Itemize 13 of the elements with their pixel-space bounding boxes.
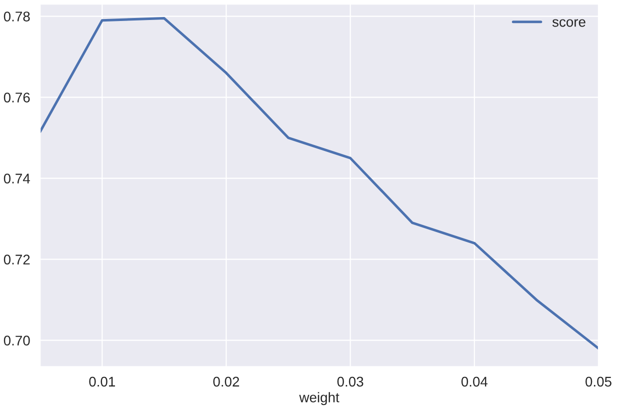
x-axis-title: weight — [299, 392, 340, 406]
x-tick-label: 0.01 — [89, 376, 115, 387]
y-tick-label: 0.70 — [4, 336, 30, 346]
legend-label: score — [552, 19, 586, 27]
y-tick-label: 0.72 — [4, 254, 30, 264]
y-tick-label: 0.76 — [4, 92, 30, 102]
x-tick-label: 0.05 — [586, 376, 612, 387]
x-tick-label: 0.04 — [461, 376, 488, 387]
x-tick-label: 0.02 — [213, 376, 240, 387]
x-tick-label: 0.03 — [337, 376, 364, 387]
y-tick-label: 0.78 — [4, 12, 30, 22]
y-tick-label: 0.74 — [4, 174, 30, 184]
line-series — [40, 17, 598, 350]
